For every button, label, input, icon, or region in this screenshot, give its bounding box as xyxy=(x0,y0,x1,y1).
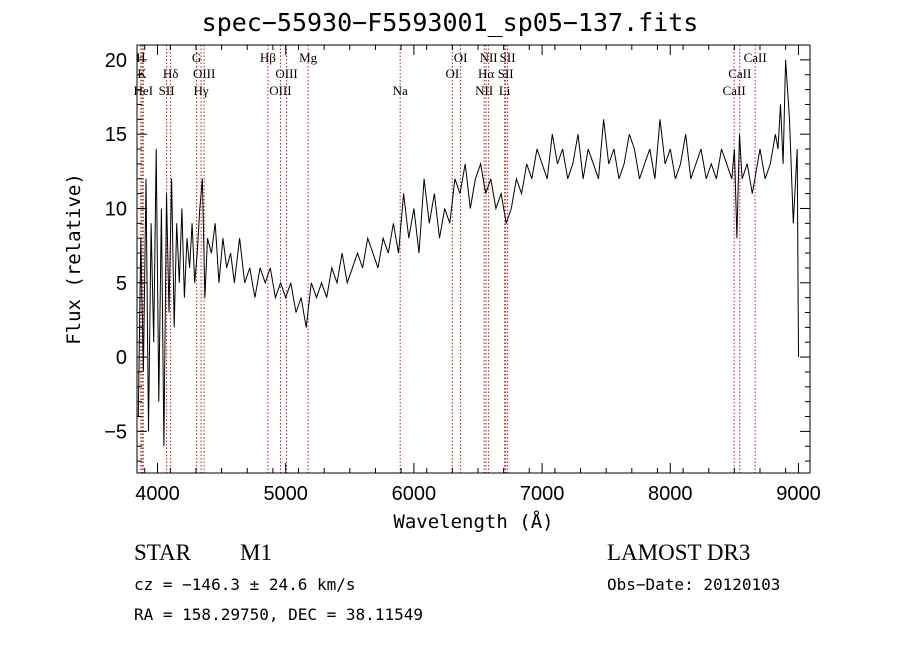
object-class: STAR xyxy=(134,540,191,565)
line-marker-label: H xyxy=(136,50,145,65)
line-markers xyxy=(140,45,756,473)
y-tick-label: 20 xyxy=(105,50,127,72)
line-marker-label: SII xyxy=(498,66,514,81)
x-tick-label: 4000 xyxy=(135,483,180,505)
y-tick-labels: −5 0 5 10 15 20 xyxy=(104,50,127,444)
line-marker-label: Hδ xyxy=(163,66,179,81)
line-marker-label: Li xyxy=(499,83,511,98)
line-marker-label: K xyxy=(137,66,147,81)
y-tick-label: 10 xyxy=(105,198,127,220)
line-marker-label: CaII xyxy=(723,83,746,98)
line-marker-label: Na xyxy=(393,83,408,98)
observation-date: Obs−Date: 20120103 xyxy=(607,575,781,594)
y-tick-label: −5 xyxy=(104,421,127,443)
ra-dec: RA = 158.29750, DEC = 38.11549 xyxy=(134,605,423,624)
line-marker-label: CaII xyxy=(744,50,767,65)
line-marker-label: NII xyxy=(480,50,498,65)
x-axis-ticks xyxy=(144,45,799,473)
line-marker-label: OIII xyxy=(275,66,297,81)
line-marker-label: CaII xyxy=(728,66,751,81)
x-tick-label: 5000 xyxy=(263,483,308,505)
chart-title: spec−55930−F5593001_sp05−137.fits xyxy=(201,8,699,37)
x-tick-labels: 4000 5000 6000 7000 8000 9000 xyxy=(135,483,820,505)
line-marker-label: Hγ xyxy=(194,83,209,98)
spectrum-line xyxy=(137,59,799,447)
line-marker-label: OIII xyxy=(193,66,215,81)
y-tick-label: 0 xyxy=(116,347,127,369)
y-axis-label: Flux (relative) xyxy=(63,173,85,345)
x-tick-label: 9000 xyxy=(776,483,821,505)
line-marker-label: HeI xyxy=(134,83,154,98)
survey-name: LAMOST DR3 xyxy=(607,540,751,565)
object-subclass: M1 xyxy=(240,540,272,565)
line-marker-label: SII xyxy=(159,83,175,98)
line-marker-label: OI xyxy=(454,50,468,65)
line-marker-label: Hβ xyxy=(260,50,276,65)
line-marker-label: OI xyxy=(445,66,459,81)
line-marker-label: Hα xyxy=(478,66,494,81)
line-marker-label: G xyxy=(192,50,201,65)
x-tick-label: 7000 xyxy=(520,483,565,505)
x-tick-label: 8000 xyxy=(648,483,693,505)
x-tick-label: 6000 xyxy=(392,483,437,505)
y-tick-label: 5 xyxy=(116,273,127,295)
y-tick-label: 15 xyxy=(105,124,127,146)
plot-frame xyxy=(136,44,811,474)
line-marker-label: SII xyxy=(500,50,516,65)
y-axis-ticks xyxy=(137,44,810,462)
redshift-cz: cz = −146.3 ± 24.6 km/s xyxy=(134,575,356,594)
x-axis-label: Wavelength (Å) xyxy=(393,510,553,533)
line-marker-label: Mg xyxy=(299,50,318,65)
line-marker-label: NII xyxy=(475,83,493,98)
line-marker-label: OIII xyxy=(269,83,291,98)
